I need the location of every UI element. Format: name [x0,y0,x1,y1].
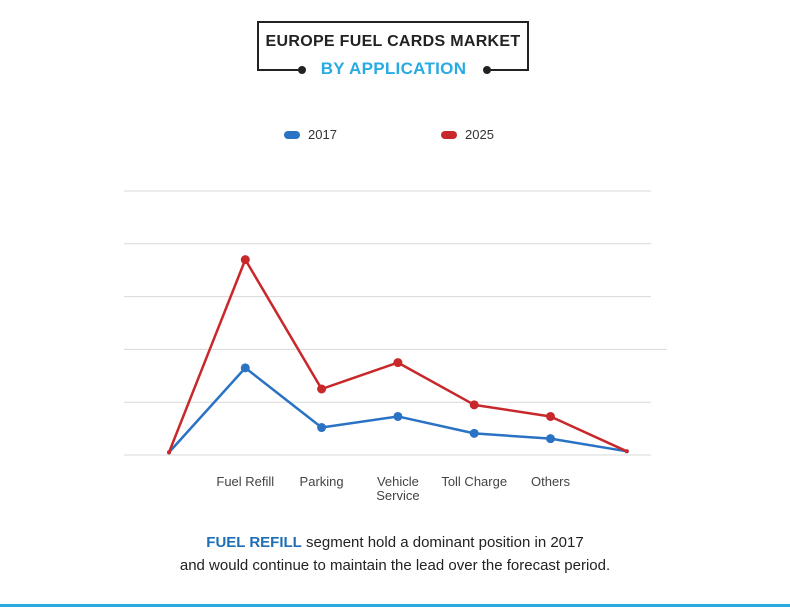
series-line-2017 [168,366,628,454]
x-tick-label: Vehicle Service [376,474,419,503]
data-point-2017 [546,434,555,444]
data-point-2025 [317,384,327,394]
line-chart: Fuel Refill Parking Vehicle Service Toll Cha… [124,190,667,503]
data-point-2017 [317,423,327,433]
x-tick-label: Others [531,474,571,489]
x-tick-label-line: Parking [300,474,344,489]
data-point-2025 [167,450,171,455]
x-tick-label: Fuel Refill [216,474,274,489]
legend-item-2017: 2017 [284,127,337,142]
caption-highlight: FUEL REFILL [206,534,302,551]
x-tick-label: Parking [300,474,344,489]
data-point-2017 [393,411,403,421]
series-line-2025 [167,258,628,453]
data-point-2025 [546,411,555,421]
x-tick-label-line: Vehicle [377,474,419,489]
legend-item-2025: 2025 [441,127,494,142]
data-point-2025 [393,358,403,368]
title-rule-left [257,69,301,71]
chart-subtitle: BY APPLICATION [320,59,467,78]
title-rule-dot-left [298,66,306,74]
data-point-2025 [469,400,479,410]
bottom-accent-rule [0,604,790,607]
data-point-2017 [469,428,479,438]
caption-line-1: FUEL REFILL segment hold a dominant posi… [0,534,790,551]
x-tick-label-line: Toll Charge [441,474,507,489]
legend-swatch-2017 [284,130,300,139]
caption-line-2: and would continue to maintain the lead … [179,557,611,574]
data-point-2017 [240,363,250,373]
legend-label-2025: 2025 [465,127,494,142]
chart-title: EUROPE FUEL CARDS MARKET [265,33,521,50]
data-point-2025 [240,255,250,265]
chart-title-box: EUROPE FUEL CARDS MARKET [257,21,529,71]
x-tick-label-line: Fuel Refill [216,474,274,489]
legend-swatch-2025 [441,130,457,139]
data-point-2025 [624,449,629,454]
title-rule-right [487,69,529,71]
x-tick-label-line: Others [531,474,571,489]
legend-label-2017: 2017 [308,127,337,142]
caption-line-1-text: segment hold a dominant position in 2017 [301,534,584,551]
x-tick-label-line: Service [376,488,419,503]
x-tick-label: Toll Charge [441,474,507,489]
